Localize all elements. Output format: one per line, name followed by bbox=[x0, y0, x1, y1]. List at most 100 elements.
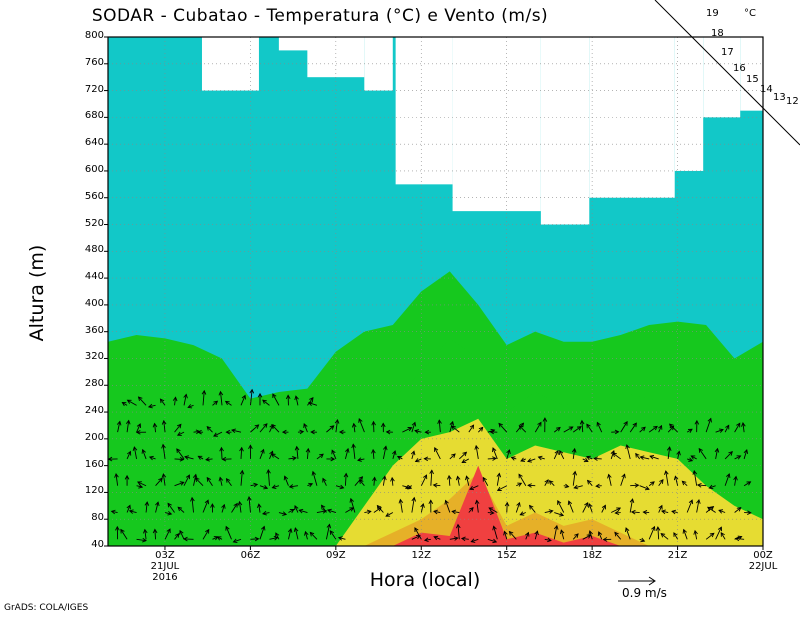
wind-vector bbox=[272, 485, 280, 489]
wind-vector bbox=[206, 426, 213, 433]
wind-vector bbox=[496, 473, 500, 486]
wind-vector-head bbox=[282, 511, 288, 516]
wind-vector bbox=[250, 483, 258, 487]
wind-vector bbox=[487, 512, 494, 514]
wind-vector-head bbox=[453, 536, 459, 541]
wind-vector-head bbox=[474, 444, 479, 450]
wind-vector-head bbox=[283, 475, 289, 481]
wind-vector-head bbox=[470, 538, 476, 543]
wind-vector-head bbox=[137, 396, 143, 402]
wind-vector bbox=[553, 525, 558, 540]
wind-vector-head bbox=[263, 485, 269, 490]
wind-vector bbox=[212, 536, 218, 540]
wind-vector-head bbox=[508, 530, 514, 536]
wind-vector bbox=[665, 470, 669, 486]
wind-vector bbox=[715, 526, 722, 540]
x-tick-label: 15Z bbox=[477, 550, 537, 561]
wind-vector bbox=[596, 422, 603, 433]
wind-vector-head bbox=[152, 422, 158, 428]
wind-vector bbox=[557, 500, 565, 513]
wind-vector-head bbox=[641, 426, 646, 432]
wind-vector bbox=[691, 455, 697, 460]
wind-vector-head bbox=[640, 537, 646, 543]
wind-vector bbox=[735, 538, 745, 540]
wind-vector-head bbox=[260, 448, 265, 454]
wind-vector-head bbox=[736, 422, 741, 428]
x-tick-label-line: 09Z bbox=[326, 550, 346, 561]
wind-vector-head bbox=[553, 524, 559, 530]
wind-vector-head bbox=[462, 451, 468, 457]
wind-vector bbox=[174, 397, 176, 406]
wind-vector bbox=[534, 422, 542, 433]
wind-vector bbox=[724, 425, 730, 433]
wind-vector bbox=[308, 402, 318, 406]
wind-vector-head bbox=[110, 509, 116, 515]
wind-vector-head bbox=[666, 446, 672, 451]
wind-vector bbox=[669, 423, 678, 433]
colorbar-label: 13 bbox=[773, 92, 786, 103]
wind-vector-head bbox=[126, 450, 132, 456]
wind-vector-head bbox=[326, 523, 332, 529]
wind-vector bbox=[312, 471, 318, 486]
wind-vector-head bbox=[690, 455, 696, 460]
wind-vector-head bbox=[415, 534, 421, 540]
wind-vector-head bbox=[692, 469, 698, 475]
wind-vector-head bbox=[179, 456, 185, 462]
wind-vector bbox=[586, 456, 593, 460]
wind-vector-head bbox=[623, 420, 628, 426]
wind-vector-head bbox=[451, 425, 456, 431]
wind-vector bbox=[126, 451, 131, 460]
wind-vector bbox=[715, 448, 718, 460]
wind-vector bbox=[174, 481, 184, 487]
wind-vector bbox=[582, 458, 589, 462]
wind-vector-head bbox=[249, 388, 255, 394]
wind-vector-head bbox=[159, 398, 165, 404]
wind-vector-head bbox=[519, 422, 525, 428]
wind-vector bbox=[587, 480, 593, 487]
wind-vector-head bbox=[588, 502, 593, 508]
wind-vector bbox=[163, 420, 166, 433]
wind-vector bbox=[734, 476, 737, 486]
wind-vector-head bbox=[218, 390, 224, 396]
wind-vector bbox=[477, 427, 484, 433]
y-tick-label: 120 bbox=[84, 485, 104, 497]
wind-vector-head bbox=[126, 504, 131, 510]
wind-vector-head bbox=[451, 453, 456, 458]
wind-vector bbox=[509, 531, 517, 540]
wind-vector-head bbox=[630, 509, 636, 515]
wind-vector-head bbox=[254, 536, 260, 542]
wind-vector bbox=[239, 501, 242, 513]
x-tick-label-line: 22JUL bbox=[748, 561, 778, 572]
wind-vector-head bbox=[270, 453, 276, 458]
x-tick-label: 18Z bbox=[562, 550, 622, 561]
wind-vector bbox=[271, 453, 280, 460]
wind-vector bbox=[640, 456, 650, 460]
wind-vector-head bbox=[366, 509, 372, 515]
wind-vector bbox=[226, 478, 232, 486]
wind-vector-head bbox=[725, 424, 730, 430]
wind-vector bbox=[316, 453, 324, 460]
wind-vector-head bbox=[726, 473, 731, 478]
y-tick-label: 560 bbox=[84, 190, 104, 202]
wind-vector bbox=[358, 418, 365, 433]
wind-vector-head bbox=[496, 486, 502, 491]
wind-vector-head bbox=[573, 484, 579, 490]
colorbar-label: 18 bbox=[711, 28, 724, 39]
wind-vector-head bbox=[639, 455, 645, 460]
wind-vector bbox=[671, 510, 678, 513]
wind-vector bbox=[294, 527, 299, 540]
x-tick-label-line: 03Z bbox=[155, 550, 175, 561]
wind-vector bbox=[559, 450, 565, 460]
wind-vector-head bbox=[358, 479, 364, 484]
wind-vector bbox=[448, 475, 451, 486]
wind-vector bbox=[411, 497, 415, 513]
wind-vector bbox=[433, 510, 441, 513]
wind-vector bbox=[449, 453, 456, 460]
wind-vector-head bbox=[390, 476, 395, 482]
wind-vector bbox=[414, 527, 422, 540]
wind-vector-head bbox=[616, 507, 622, 512]
wind-vector bbox=[658, 425, 662, 433]
wind-vector bbox=[574, 485, 583, 489]
x-tick-label-line: 2016 bbox=[152, 572, 178, 583]
wind-vector bbox=[213, 431, 223, 437]
